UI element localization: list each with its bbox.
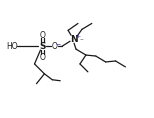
- Text: N: N: [70, 35, 78, 44]
- Text: S: S: [39, 42, 46, 51]
- Text: −: −: [55, 41, 60, 46]
- Text: –: –: [80, 35, 84, 44]
- Text: HO: HO: [6, 42, 17, 51]
- Text: O: O: [51, 42, 57, 51]
- Text: +: +: [75, 34, 80, 39]
- Text: O: O: [39, 31, 45, 40]
- Text: O: O: [39, 53, 45, 61]
